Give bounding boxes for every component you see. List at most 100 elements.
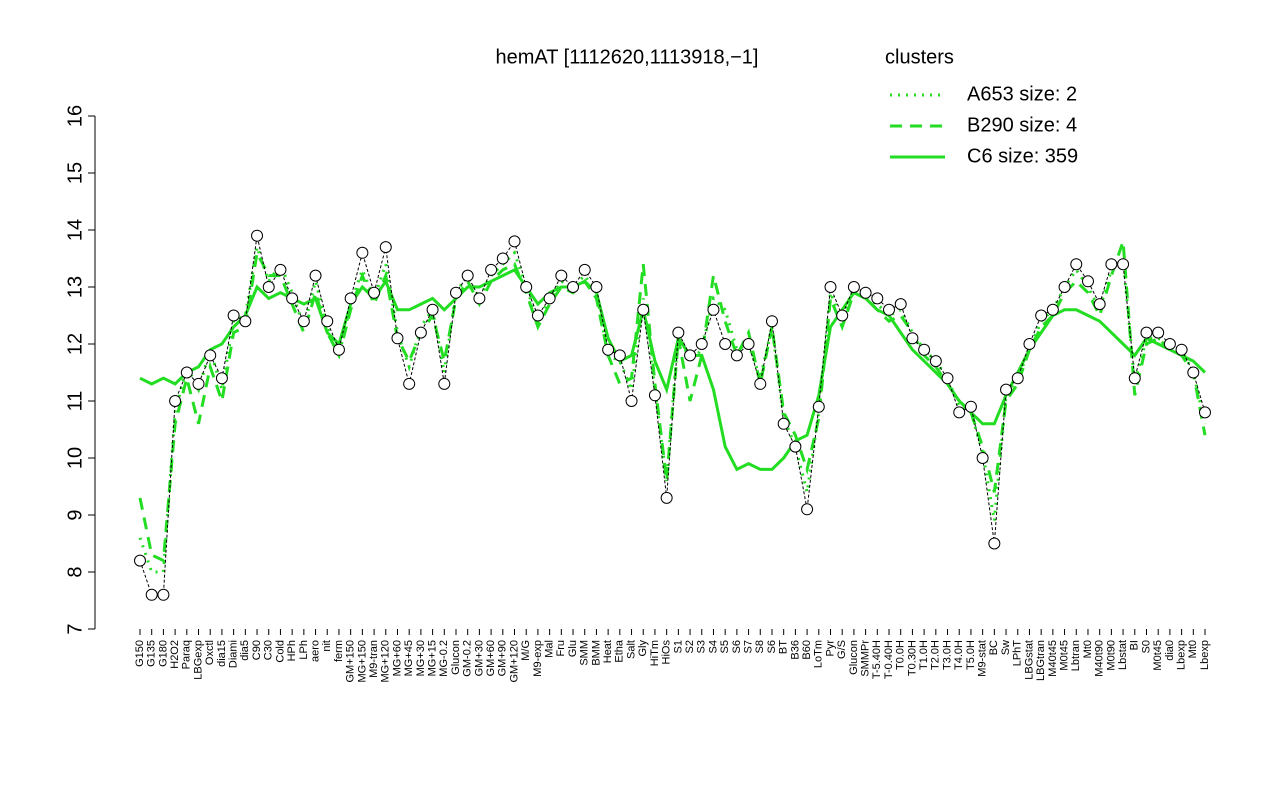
y-tick-label: 8 (64, 566, 86, 577)
point (1105, 258, 1118, 271)
point (742, 338, 755, 350)
x-tick-label: LBGtran (1035, 640, 1047, 681)
x-tick-label: S3 (696, 640, 708, 653)
point (590, 281, 603, 293)
x-tick-label: M9-exp (532, 640, 544, 677)
point (719, 338, 732, 350)
x-tick-label: M40t90 (1094, 640, 1106, 677)
point (531, 309, 544, 322)
y-tick-label: 14 (64, 219, 86, 241)
x-tick-label: GM+120 (508, 640, 520, 683)
point (847, 281, 860, 293)
y-tick-label: 16 (64, 105, 86, 127)
x-tick-label: C30 (263, 640, 275, 660)
point (695, 338, 708, 350)
y-tick-label: 9 (64, 509, 86, 520)
x-tick-label: aero (309, 640, 321, 662)
point (1058, 281, 1071, 293)
x-tick-label: M/G (520, 640, 532, 661)
point (964, 400, 977, 413)
chart-title: hemAT [1112620,1113918,−1] (496, 46, 759, 68)
point (426, 303, 439, 316)
point (321, 315, 334, 328)
point (555, 269, 568, 282)
legend-title: clusters (885, 46, 954, 68)
x-tick-label: Fru (555, 640, 567, 657)
y-tick-label: 15 (64, 162, 86, 184)
point (625, 395, 638, 407)
point (613, 349, 626, 362)
x-tick-label: M0t90 (1105, 640, 1117, 671)
point (239, 315, 252, 328)
x-tick-label: M9-stat (977, 640, 989, 677)
x-tick-label: Pyr (824, 640, 836, 657)
point (789, 440, 802, 453)
point (836, 309, 849, 322)
x-tick-label: GM-0.2 (462, 640, 474, 677)
x-tick-label: S6 (731, 640, 743, 653)
point (473, 292, 486, 305)
x-tick-label: G/S (836, 640, 848, 659)
x-tick-label: MG+30 (415, 640, 427, 676)
point (1011, 372, 1024, 385)
point (391, 332, 404, 345)
x-tick-label: B36 (789, 640, 801, 660)
point (754, 377, 767, 390)
x-tick-label: S1 (672, 640, 684, 653)
point (297, 315, 310, 328)
legend-label: B290 size: 4 (967, 114, 1077, 136)
point (344, 292, 357, 305)
point (414, 326, 427, 339)
x-tick-label: T2.0H (930, 640, 942, 670)
point (730, 349, 743, 362)
x-tick-label: GM+60 (485, 640, 497, 676)
y-tick-label: 11 (64, 391, 86, 412)
point (215, 372, 228, 385)
point (403, 377, 416, 390)
x-tick-label: Lbstat (1117, 640, 1129, 670)
x-tick-label: Lbexp (1199, 640, 1211, 670)
x-tick-label: T5.0H (965, 640, 977, 670)
point (883, 303, 896, 316)
point (953, 406, 966, 419)
x-tick-label: BT (778, 640, 790, 654)
x-tick-label: nit (321, 640, 333, 652)
point (1175, 343, 1188, 356)
x-tick-label: HPh (286, 640, 298, 661)
x-tick-label: S6 (766, 640, 778, 653)
x-tick-label: MG+60 (391, 640, 403, 676)
x-tick-label: SMMPr (860, 640, 872, 677)
point (274, 263, 287, 276)
point (169, 395, 182, 407)
point (988, 537, 1001, 550)
x-tick-label: LPh (298, 640, 310, 660)
point (602, 343, 615, 356)
point (145, 588, 158, 601)
point (1187, 366, 1200, 379)
x-tick-label: LPhT (1012, 640, 1024, 667)
x-tick-label: M0t45 (1152, 640, 1164, 671)
x-tick-label: Mt0 (1082, 640, 1094, 658)
point (1046, 303, 1059, 316)
point (1023, 338, 1036, 350)
x-tick-label: G150 (134, 640, 146, 667)
x-tick-label: T3.0H (941, 640, 953, 670)
point (567, 281, 580, 293)
x-tick-label: dia0 (1164, 640, 1176, 661)
point (918, 343, 931, 356)
point (765, 315, 778, 328)
x-tick-label: Mt0 (1187, 640, 1199, 658)
point (461, 269, 474, 282)
x-tick-label: MG+15 (426, 640, 438, 676)
x-tick-label: M40t45 (1047, 640, 1059, 677)
x-tick-label: G135 (146, 640, 158, 667)
point (1117, 258, 1130, 271)
x-tick-label: T-5.40H (871, 640, 883, 679)
x-tick-label: T0.30H (906, 640, 918, 676)
x-tick-label: Gly (637, 640, 649, 657)
x-tick-label: G180 (157, 640, 169, 667)
point (1128, 372, 1141, 385)
point (309, 269, 322, 282)
x-tick-label: MG+45 (403, 640, 415, 676)
